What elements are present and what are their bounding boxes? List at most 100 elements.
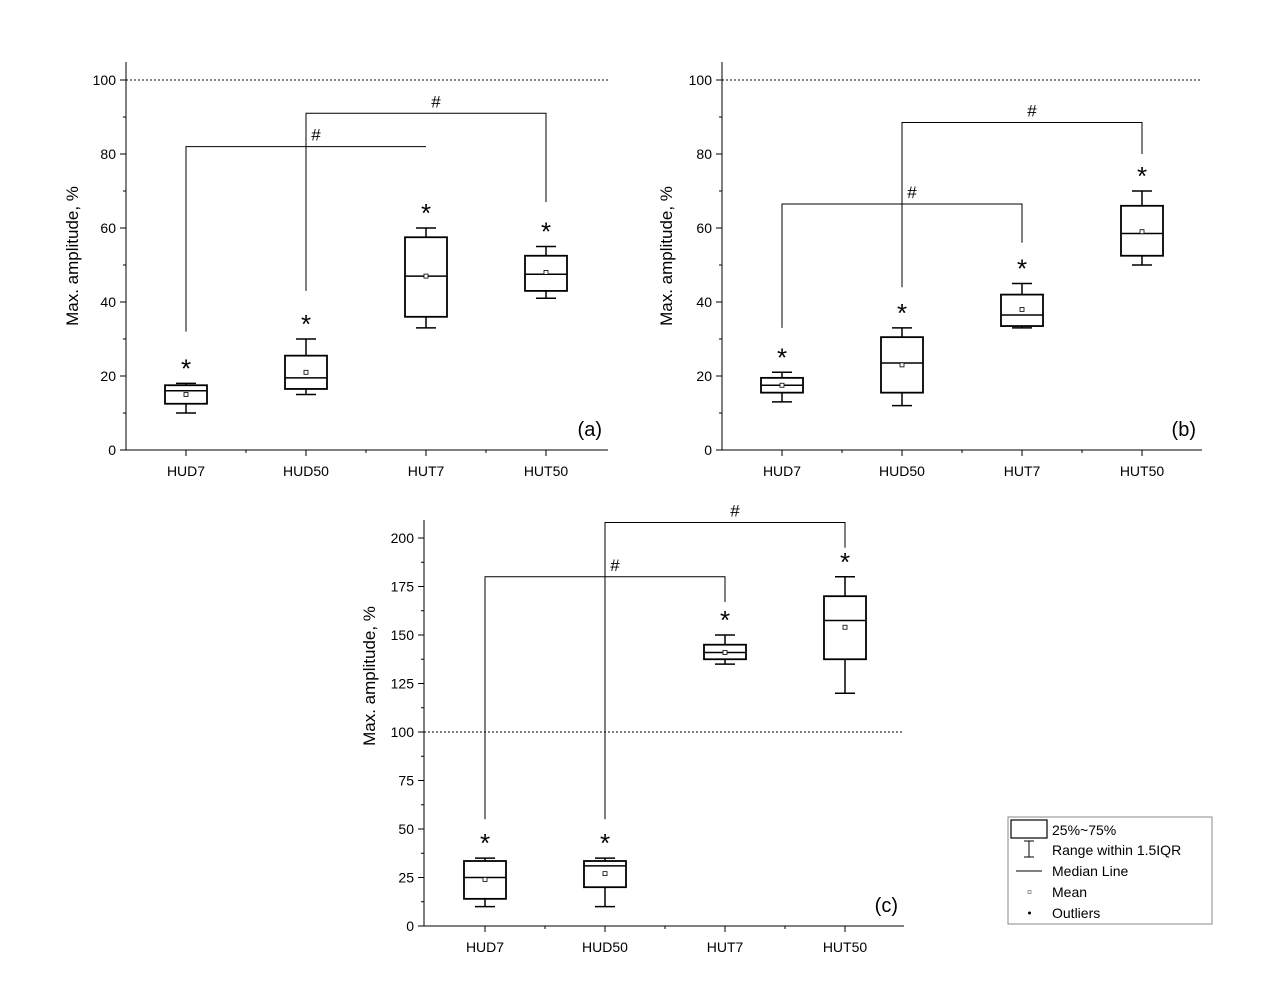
y-tick-label: 60 [100,220,116,236]
comparison-bracket: # [185,126,426,332]
y-tick-label: 20 [100,368,116,384]
x-tick-label: HUT7 [408,463,445,479]
mean-marker [303,369,309,375]
bracket-line [185,146,426,332]
y-tick-label: 100 [689,72,713,88]
y-tick-label: 200 [391,530,415,546]
legend-label: Mean [1052,884,1087,900]
iqr-box [463,860,507,900]
y-tick-label: 25 [398,870,414,886]
x-tick-label: HUD7 [466,939,504,955]
legend-mean-icon [1027,890,1032,894]
box-HUD7: * [463,828,507,908]
comparison-bracket: # [604,501,846,820]
legend-box-icon [1010,819,1048,839]
x-tick-label: HUD7 [167,463,205,479]
comparison-bracket: # [305,92,547,291]
y-axis-label: Max. amplitude, % [657,186,676,326]
mean-marker [842,624,848,630]
y-tick-label: 60 [696,220,712,236]
bracket-line [604,521,846,820]
legend-label: 25%~75% [1052,822,1116,838]
x-tick-label: HUT50 [524,463,569,479]
y-axis-label: Max. amplitude, % [63,186,82,326]
box-HUD7: * [760,342,804,403]
y-tick-label: 80 [696,146,712,162]
mean-marker [423,273,429,279]
legend-symbol-outlier [1028,911,1031,915]
legend-symbol-whisker [1024,840,1034,858]
significance-star: * [600,828,610,858]
mean-marker [779,382,785,388]
mean-marker [899,362,905,368]
panel-1: 0 20 40 60 80 100 HUD7 HUD50 HUT7 HUT50 Max. ampli… [63,62,608,479]
box-HUT50: * [524,217,568,300]
iqr-box [823,595,867,661]
y-tick-label: 50 [398,821,414,837]
box-HUD50: * [583,828,627,908]
significance-star: * [480,828,490,858]
significance-star: * [897,298,907,328]
y-tick-label: 100 [93,72,117,88]
legend: 25%~75% Range within 1.5IQR Median Line Mea… [1007,816,1213,925]
box-HUT50: * [1120,161,1164,266]
box-HUT7: * [1000,254,1044,329]
box-HUD50: * [880,298,924,407]
legend-symbol-mean [1027,890,1032,894]
box-HUD50: * [284,309,328,396]
significance-star: * [421,198,431,228]
significance-star: * [1017,254,1027,284]
significance-star: * [840,547,850,577]
bracket-label: # [311,126,321,145]
comparison-bracket: # [901,102,1143,288]
y-tick-label: 175 [391,579,415,595]
mean-marker [543,269,549,275]
y-tick-label: 150 [391,627,415,643]
bracket-label: # [730,501,740,520]
y-tick-label: 75 [398,773,414,789]
bracket-line [305,112,547,291]
y-tick-label: 40 [696,294,712,310]
significance-star: * [541,217,551,247]
mean-marker [1139,229,1145,235]
x-tick-label: HUD50 [582,939,628,955]
x-tick-label: HUT7 [1004,463,1041,479]
y-tick-label: 80 [100,146,116,162]
legend-label: Outliers [1052,905,1100,921]
bracket-label: # [907,183,917,202]
mean-marker [602,871,608,877]
box-HUT7: * [404,198,448,329]
bracket-label: # [610,556,620,575]
iqr-box [524,254,568,292]
bracket-label: # [431,92,441,111]
bracket-label: # [1027,102,1037,121]
legend-outlier-icon [1028,911,1031,915]
x-tick-label: HUT50 [823,939,868,955]
significance-star: * [777,342,787,372]
panel-label: (c) [875,895,898,917]
legend-symbol-box [1010,819,1048,839]
y-tick-label: 125 [391,676,415,692]
mean-marker [1019,306,1025,312]
box-HUT7: * [703,605,747,665]
box-HUT50: * [823,547,867,694]
mean-marker [183,392,189,397]
y-tick-label: 40 [100,294,116,310]
x-tick-label: HUT7 [707,939,744,955]
x-tick-label: HUT50 [1120,463,1165,479]
x-tick-label: HUD50 [879,463,925,479]
x-tick-label: HUD50 [283,463,329,479]
panel-label: (a) [578,419,602,441]
mean-marker [722,650,728,655]
y-axis-label: Max. amplitude, % [360,606,379,746]
significance-star: * [1137,161,1147,191]
y-tick-label: 100 [391,724,415,740]
y-tick-label: 0 [406,918,414,934]
significance-star: * [301,309,311,339]
legend-label: Range within 1.5IQR [1052,842,1181,858]
significance-star: * [720,605,730,635]
mean-marker [482,877,488,882]
y-tick-label: 0 [108,442,116,458]
y-tick-label: 20 [696,368,712,384]
